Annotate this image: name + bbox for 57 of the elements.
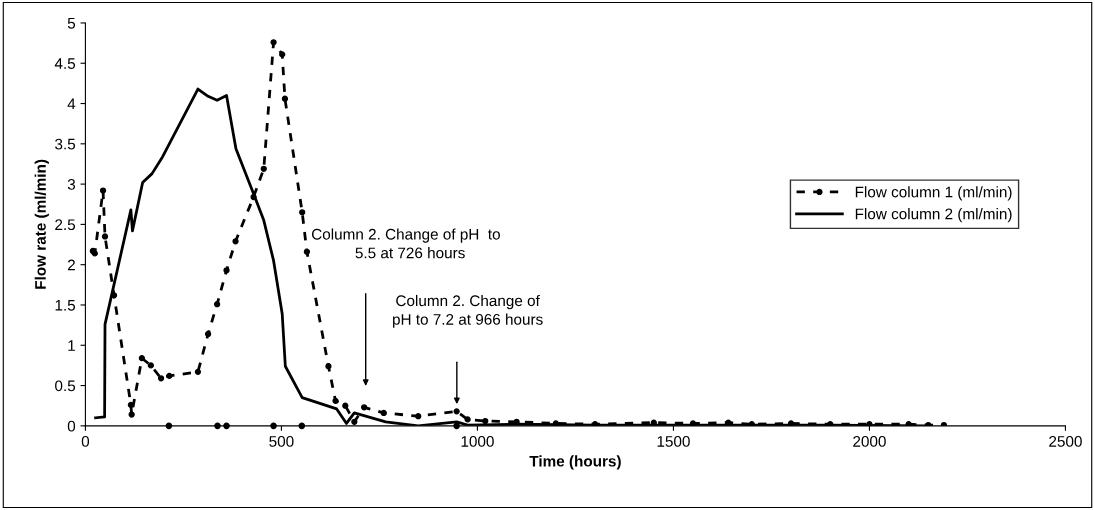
point (204, 330, 212, 338)
point (453, 408, 460, 415)
point (232, 238, 239, 245)
point (281, 95, 289, 102)
point (453, 422, 460, 430)
point (415, 413, 422, 420)
point (166, 372, 173, 380)
point (361, 404, 368, 411)
point (99, 187, 107, 194)
point (213, 301, 221, 308)
y-tick-label: 2.5 (55, 219, 76, 231)
point (482, 417, 489, 425)
y-tick-label: 0 (67, 420, 76, 432)
legend-label: Flow column 1 (ml/min) (855, 186, 1012, 201)
point (223, 422, 230, 430)
point (223, 267, 230, 274)
point (260, 165, 267, 172)
y-tick-label: 5 (67, 17, 76, 29)
point (298, 422, 306, 430)
point (165, 422, 173, 430)
y-tick-label: 4.5 (54, 58, 76, 69)
point (128, 411, 135, 418)
point (342, 402, 349, 409)
y-tick-label: 4 (67, 98, 76, 110)
point (464, 416, 471, 423)
x-tick-label: 2500 (1049, 435, 1082, 447)
annotation: Column 2. Change of pH to 5.5 at 726 hours (311, 228, 500, 259)
point (194, 368, 202, 375)
point (299, 209, 306, 216)
point (380, 409, 387, 417)
legend-label: Flow column 2 (ml/min) (855, 208, 1012, 223)
point (303, 248, 311, 255)
y-tick-label: 2 (67, 259, 75, 271)
point (351, 418, 358, 425)
x-tick-label: 500 (269, 435, 294, 447)
point (332, 397, 339, 404)
x-tick-label: 0 (81, 435, 90, 447)
point (101, 233, 109, 240)
y-tick-label: 1 (68, 340, 75, 351)
y-tick-label: 0.5 (55, 380, 76, 392)
x-tick-label: 1500 (657, 435, 690, 447)
y-tick-label: 1.5 (55, 300, 76, 311)
y-axis-title: Flow rate (ml/min) (34, 159, 49, 289)
point (270, 422, 277, 430)
point (270, 39, 277, 46)
x-axis-title: Time (hours) (529, 455, 621, 470)
y-tick-label: 3 (67, 178, 76, 190)
point (147, 362, 155, 369)
x-tick-label: 1000 (461, 435, 494, 447)
point (325, 363, 332, 370)
point (279, 51, 286, 58)
y-tick-label: 3.5 (55, 138, 76, 150)
point (138, 355, 145, 362)
annotation: Column 2. Change of pH to 7.2 at 966 hours (393, 294, 543, 328)
point (157, 375, 165, 382)
x-tick-label: 2000 (853, 435, 886, 447)
point (214, 422, 221, 430)
